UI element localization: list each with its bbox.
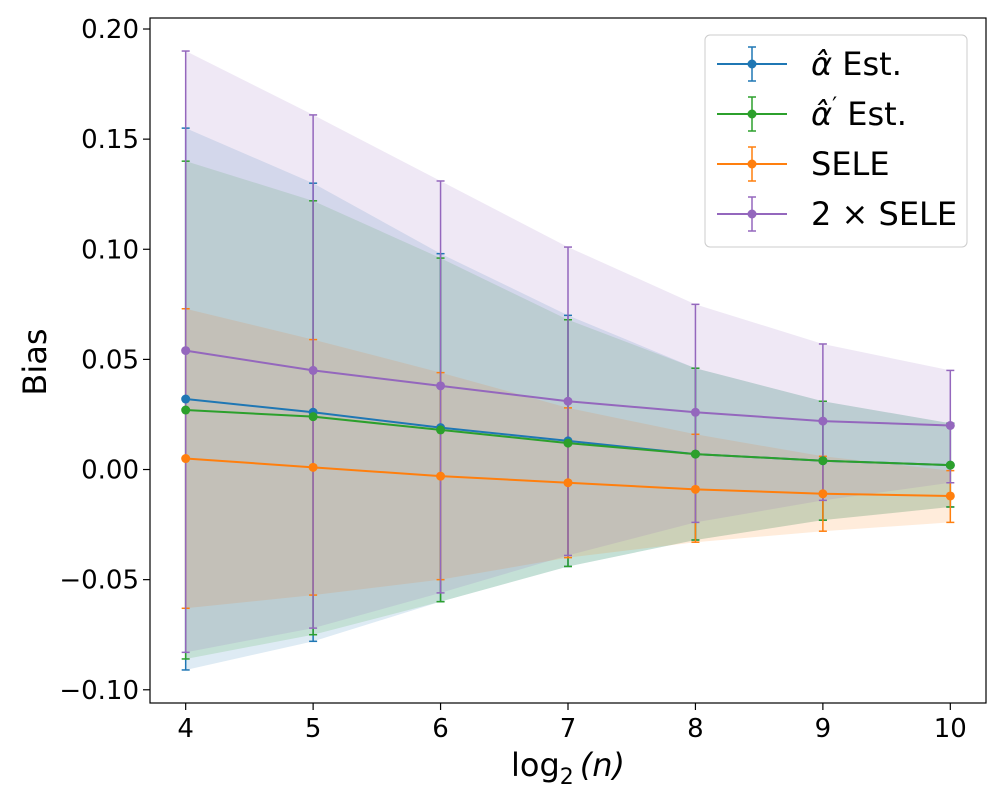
point-series-3 — [308, 365, 318, 375]
legend-marker-1 — [747, 109, 757, 119]
y-tick-label: −0.05 — [59, 566, 139, 596]
point-series-2 — [181, 454, 191, 464]
y-tick-label: 0.00 — [81, 456, 139, 486]
point-series-2 — [690, 484, 700, 494]
point-series-2 — [945, 491, 955, 501]
x-axis-label: log2 (n) — [511, 746, 625, 790]
x-tick-label: 10 — [934, 714, 967, 744]
y-tick-label: 0.20 — [81, 15, 139, 45]
point-series-1 — [436, 425, 446, 435]
point-series-1 — [945, 460, 955, 470]
x-axis-ticks: 4 5 6 7 8 9 10 — [177, 703, 967, 744]
y-tick-label: 0.05 — [81, 345, 139, 375]
legend-label-2: SELE — [811, 145, 890, 183]
point-series-1 — [308, 412, 318, 422]
point-series-3 — [945, 420, 955, 430]
point-series-0 — [181, 394, 191, 404]
point-series-2 — [436, 471, 446, 481]
point-series-1 — [181, 405, 191, 415]
y-axis-label: Bias — [16, 328, 54, 395]
point-series-1 — [690, 449, 700, 459]
legend-frame — [704, 34, 968, 248]
y-tick-label: 0.10 — [81, 235, 139, 265]
y-tick-label: 0.15 — [81, 125, 139, 155]
data-points — [181, 346, 955, 501]
x-tick-label: 6 — [432, 714, 449, 744]
point-series-2 — [818, 489, 828, 499]
y-tick-label: −0.10 — [59, 676, 139, 706]
legend-marker-3 — [747, 209, 757, 219]
legend-label-1: α̂′ Est. — [811, 94, 907, 133]
legend-marker-2 — [747, 159, 757, 169]
point-series-3 — [436, 381, 446, 391]
y-axis-ticks: −0.10 −0.05 0.00 0.05 0.10 0.15 0.20 — [59, 15, 150, 706]
legend-marker-0 — [747, 59, 757, 69]
legend-label-3: 2 × SELE — [811, 195, 957, 233]
legend: α̂ Est. α̂′ Est. SELE 2 × SELE — [704, 34, 968, 248]
x-tick-label: 8 — [687, 714, 704, 744]
point-series-3 — [690, 407, 700, 417]
x-tick-label: 4 — [177, 714, 194, 744]
point-series-3 — [818, 416, 828, 426]
point-series-1 — [818, 456, 828, 466]
point-series-3 — [563, 396, 573, 406]
legend-label-0: α̂ Est. — [811, 45, 902, 83]
x-tick-label: 9 — [815, 714, 832, 744]
point-series-2 — [308, 462, 318, 472]
point-series-3 — [181, 346, 191, 356]
x-tick-label: 7 — [560, 714, 577, 744]
point-series-2 — [563, 478, 573, 488]
point-series-1 — [563, 438, 573, 448]
x-tick-label: 5 — [305, 714, 322, 744]
